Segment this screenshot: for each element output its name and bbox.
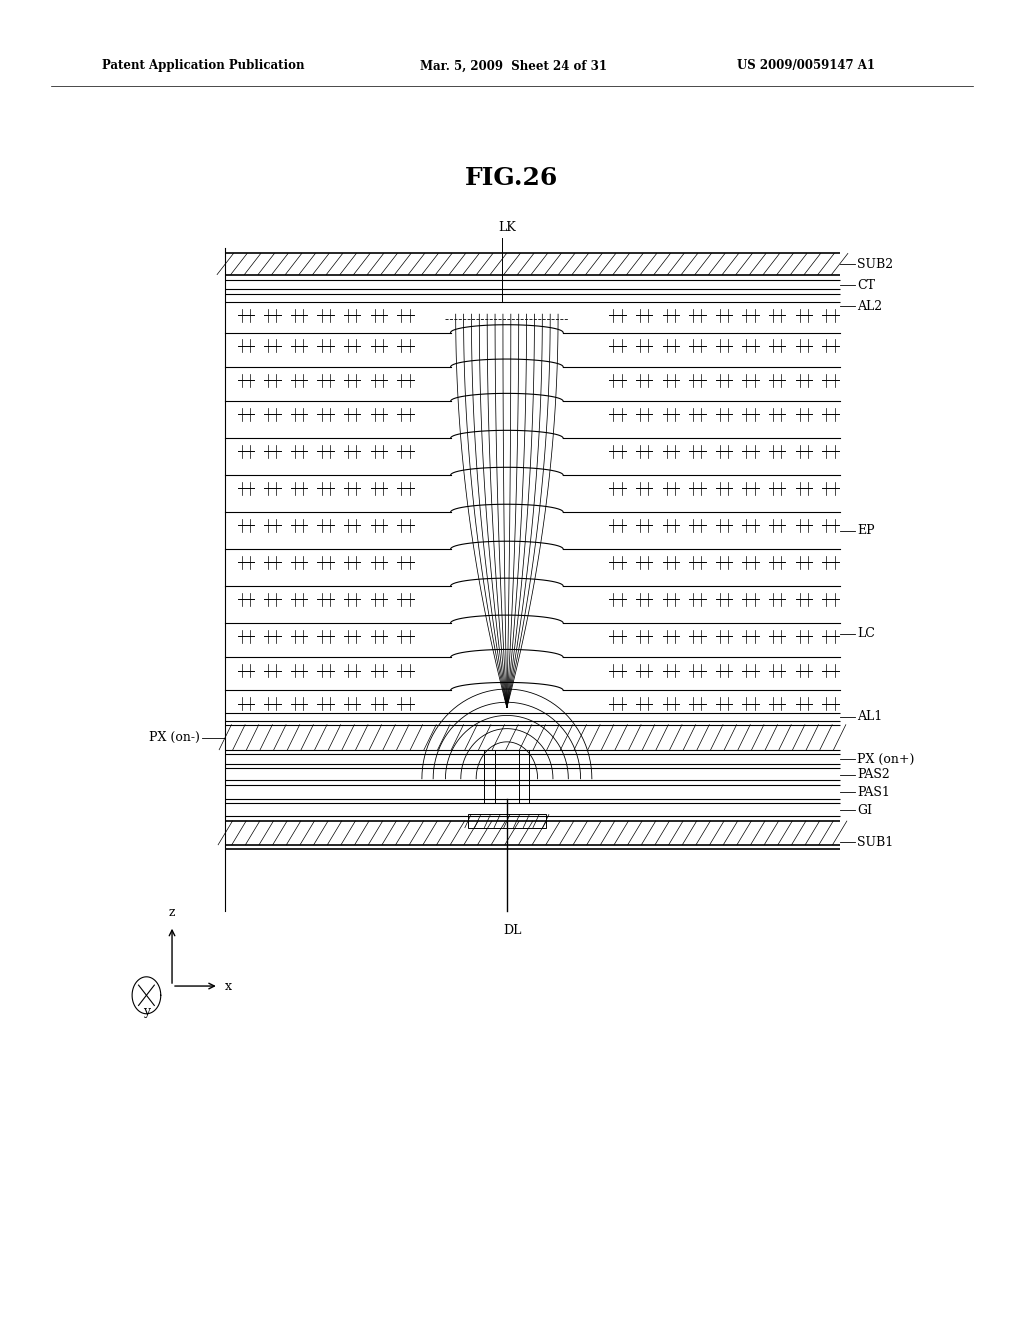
Text: x: x — [224, 979, 231, 993]
Text: SUB2: SUB2 — [857, 257, 893, 271]
Text: PX (on-): PX (on-) — [148, 731, 200, 744]
Text: PAS1: PAS1 — [857, 785, 890, 799]
Bar — [468, 814, 546, 828]
Text: PAS2: PAS2 — [857, 768, 890, 781]
Text: US 2009/0059147 A1: US 2009/0059147 A1 — [737, 59, 876, 73]
Text: CT: CT — [857, 279, 876, 292]
Text: z: z — [169, 906, 175, 919]
Text: EP: EP — [857, 524, 874, 537]
Text: y: y — [143, 1005, 150, 1018]
Text: LK: LK — [498, 220, 516, 234]
Text: AL2: AL2 — [857, 300, 883, 313]
Text: LC: LC — [857, 627, 874, 640]
Text: SUB1: SUB1 — [857, 836, 893, 849]
Text: GI: GI — [857, 804, 872, 817]
Text: Patent Application Publication: Patent Application Publication — [102, 59, 305, 73]
Text: DL: DL — [503, 924, 521, 937]
Text: FIG.26: FIG.26 — [465, 166, 559, 190]
Text: AL1: AL1 — [857, 710, 883, 723]
Text: Mar. 5, 2009  Sheet 24 of 31: Mar. 5, 2009 Sheet 24 of 31 — [420, 59, 607, 73]
Text: PX (on+): PX (on+) — [857, 752, 914, 766]
